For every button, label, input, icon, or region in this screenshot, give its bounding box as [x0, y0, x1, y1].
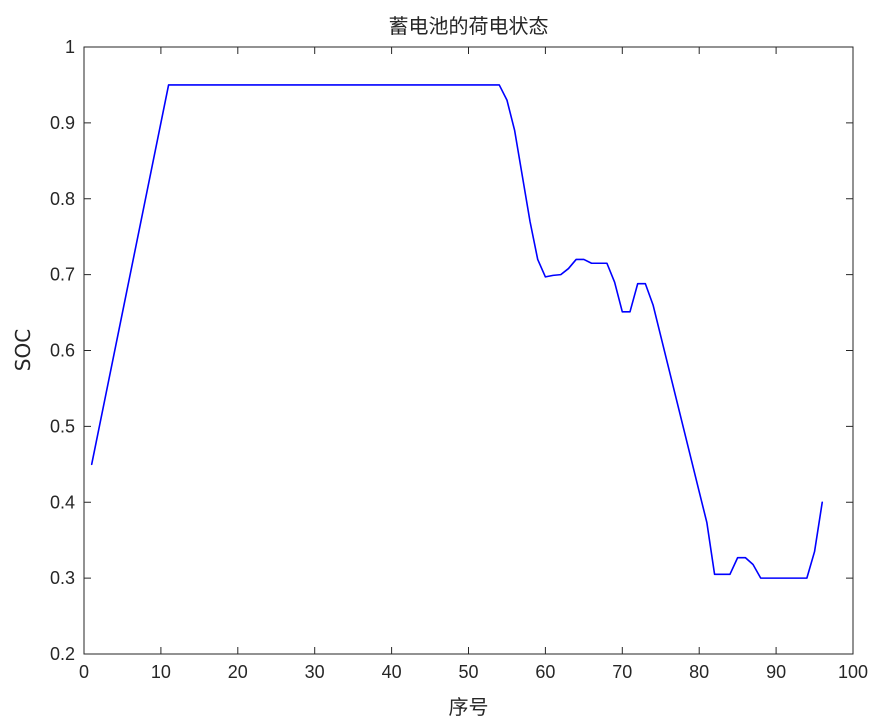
- y-tick-label: 0.2: [50, 644, 75, 664]
- y-axis-label: SOC: [11, 329, 35, 371]
- y-tick-label: 1: [65, 37, 75, 57]
- soc-series-line: [90, 84, 824, 579]
- plot-area-border: [83, 46, 854, 655]
- y-tick-label: 0.7: [50, 265, 75, 285]
- x-tick-label: 60: [535, 662, 555, 682]
- plot-area-background: [84, 47, 853, 654]
- x-tick-label: 30: [305, 662, 325, 682]
- y-tick-label: 0.6: [50, 341, 75, 361]
- x-tick-label: 40: [382, 662, 402, 682]
- x-tick-label: 20: [228, 662, 248, 682]
- x-tick-label: 90: [766, 662, 786, 682]
- y-tick-label: 0.9: [50, 113, 75, 133]
- y-tick-label: 0.8: [50, 189, 75, 209]
- chart-title: 蓄电池的荷电状态: [389, 14, 549, 38]
- x-tick-label: 50: [458, 662, 478, 682]
- series-layer: [90, 84, 824, 579]
- axis-ticks: 0 10 20 30 40 50 60 70 80 90 100 0.2 0.3 0.4 0.5 0.6 0.7…: [50, 37, 868, 682]
- x-tick-label: 10: [151, 662, 171, 682]
- x-tick-label: 100: [838, 662, 868, 682]
- y-tick-label: 0.4: [50, 492, 75, 512]
- x-tick-label: 0: [79, 662, 89, 682]
- y-tick-label: 0.3: [50, 568, 75, 588]
- x-tick-label: 70: [612, 662, 632, 682]
- x-tick-label: 80: [689, 662, 709, 682]
- y-tick-label: 0.5: [50, 416, 75, 436]
- x-axis-label: 序号: [449, 695, 489, 719]
